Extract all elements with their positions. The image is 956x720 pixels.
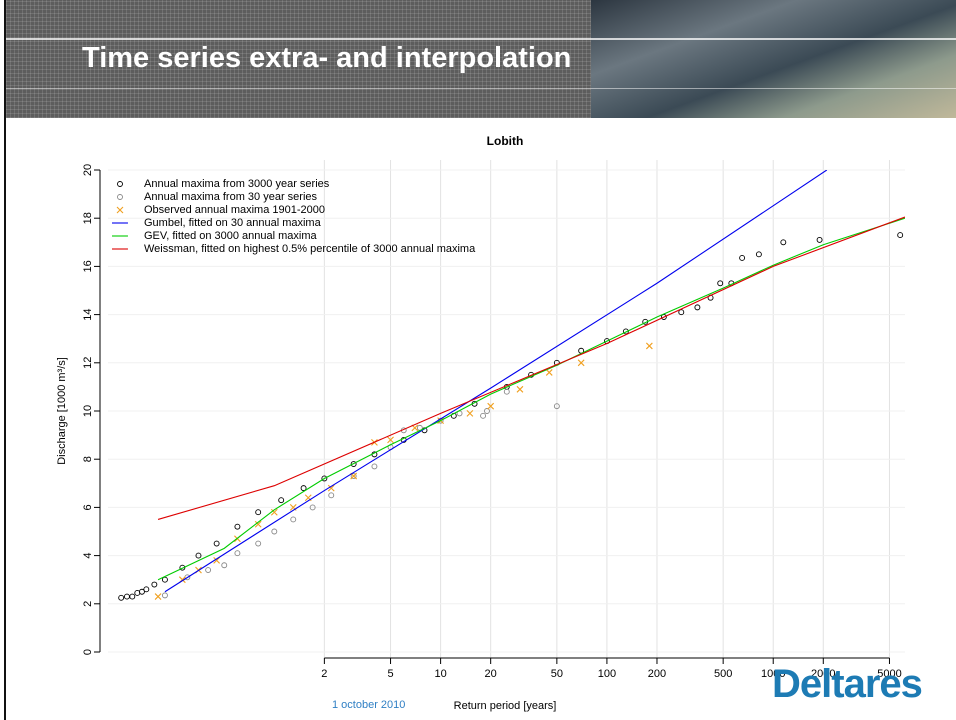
x-tick-label: 5 xyxy=(387,668,393,680)
point xyxy=(130,594,135,599)
y-tick-label: 0 xyxy=(82,649,94,655)
point xyxy=(214,541,219,546)
header-line xyxy=(6,38,956,40)
point xyxy=(162,577,167,582)
point xyxy=(756,252,761,257)
y-tick-label: 2 xyxy=(82,601,94,607)
y-tick-label: 12 xyxy=(82,357,94,369)
point xyxy=(235,524,240,529)
point xyxy=(119,595,124,600)
legend-label: Annual maxima from 30 year series xyxy=(144,191,318,203)
point xyxy=(256,510,261,515)
series-line xyxy=(158,217,905,519)
point xyxy=(162,593,167,598)
point xyxy=(279,498,284,503)
chart-title: Lobith xyxy=(487,134,524,148)
y-tick-label: 10 xyxy=(82,405,94,417)
x-tick-label: 2 xyxy=(321,668,327,680)
point xyxy=(135,590,140,595)
point xyxy=(517,386,523,392)
x-tick-label: 500 xyxy=(714,668,732,680)
point xyxy=(372,464,377,469)
slide-title: Time series extra- and interpolation xyxy=(82,42,571,75)
point xyxy=(152,582,157,587)
point xyxy=(481,413,486,418)
x-axis-label: Return period [years] xyxy=(454,700,557,712)
y-tick-label: 14 xyxy=(82,308,94,320)
x-tick-label: 50 xyxy=(551,668,563,680)
y-axis-label: Discharge [1000 m³/s] xyxy=(56,357,68,465)
point xyxy=(155,594,161,600)
footer-date: 1 october 2010 xyxy=(332,699,405,711)
y-tick-label: 8 xyxy=(82,456,94,462)
y-tick-label: 4 xyxy=(82,553,94,559)
point xyxy=(817,237,822,242)
point xyxy=(695,305,700,310)
chart: Lobith Return period [years] Discharge [… xyxy=(0,118,956,720)
header: Time series extra- and interpolation xyxy=(6,0,956,118)
logo: Deltares xyxy=(772,662,922,707)
point xyxy=(546,369,552,375)
point xyxy=(144,587,149,592)
point xyxy=(272,529,277,534)
legend-label: Observed annual maxima 1901-2000 xyxy=(144,204,325,216)
legend-label: Gumbel, fitted on 30 annual maxima xyxy=(144,217,322,229)
y-tick-label: 18 xyxy=(82,212,94,224)
header-photo xyxy=(591,0,956,118)
point xyxy=(124,594,129,599)
x-tick-label: 20 xyxy=(485,668,497,680)
point xyxy=(291,517,296,522)
point xyxy=(646,343,652,349)
y-tick-label: 6 xyxy=(82,504,94,510)
point xyxy=(504,389,509,394)
y-tick-label: 16 xyxy=(82,260,94,272)
point xyxy=(740,255,745,260)
header-line xyxy=(6,88,956,89)
point xyxy=(256,541,261,546)
point xyxy=(329,493,334,498)
legend-marker xyxy=(118,195,123,200)
x-tick-label: 200 xyxy=(648,668,666,680)
legend-marker xyxy=(118,182,123,187)
point xyxy=(235,551,240,556)
x-tick-label: 100 xyxy=(598,668,616,680)
x-tick-label: 10 xyxy=(434,668,446,680)
legend-label: Weissman, fitted on highest 0.5% percent… xyxy=(144,243,476,255)
point xyxy=(718,281,723,286)
legend-label: Annual maxima from 3000 year series xyxy=(144,178,330,190)
legend-label: GEV, fitted on 3000 annual maxima xyxy=(144,230,318,242)
point xyxy=(898,233,903,238)
y-tick-label: 20 xyxy=(82,164,94,176)
point xyxy=(222,563,227,568)
legend-marker xyxy=(117,207,123,213)
slide: {"slide": {"title": "Time series extra- … xyxy=(0,0,956,720)
point xyxy=(781,240,786,245)
point xyxy=(206,568,211,573)
